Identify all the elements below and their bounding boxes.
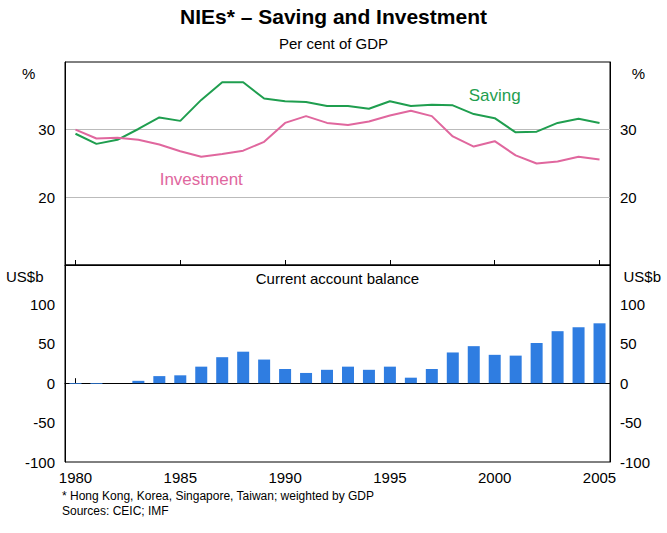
svg-text:Investment: Investment [160, 170, 243, 189]
svg-text:30: 30 [620, 121, 637, 138]
svg-text:-50: -50 [33, 414, 55, 431]
svg-text:20: 20 [38, 189, 55, 206]
svg-text:2000: 2000 [478, 469, 511, 486]
svg-text:-100: -100 [25, 454, 55, 471]
svg-text:0: 0 [620, 375, 628, 392]
svg-text:1990: 1990 [268, 469, 301, 486]
svg-text:Sources: CEIC; IMF: Sources: CEIC; IMF [62, 504, 169, 518]
svg-text:1980: 1980 [59, 469, 92, 486]
svg-text:2005: 2005 [583, 469, 616, 486]
svg-text:Saving: Saving [469, 86, 521, 105]
svg-text:50: 50 [38, 335, 55, 352]
svg-text:%: % [632, 65, 645, 82]
svg-text:100: 100 [30, 296, 55, 313]
svg-text:1995: 1995 [373, 469, 406, 486]
svg-text:* Hong Kong, Korea, Singapore,: * Hong Kong, Korea, Singapore, Taiwan; w… [62, 489, 374, 503]
svg-text:Current account balance: Current account balance [256, 270, 419, 287]
svg-text:30: 30 [38, 121, 55, 138]
svg-text:NIEs* – Saving and Investment: NIEs* – Saving and Investment [180, 5, 487, 28]
svg-text:%: % [22, 65, 35, 82]
svg-text:US$b: US$b [623, 268, 661, 285]
svg-text:Per cent of GDP: Per cent of GDP [279, 35, 388, 52]
svg-text:20: 20 [620, 189, 637, 206]
svg-text:50: 50 [620, 335, 637, 352]
svg-text:-50: -50 [620, 414, 642, 431]
svg-text:US$b: US$b [6, 268, 44, 285]
svg-text:1985: 1985 [164, 469, 197, 486]
svg-text:0: 0 [47, 375, 55, 392]
svg-text:-100: -100 [620, 454, 650, 471]
svg-text:100: 100 [620, 296, 645, 313]
